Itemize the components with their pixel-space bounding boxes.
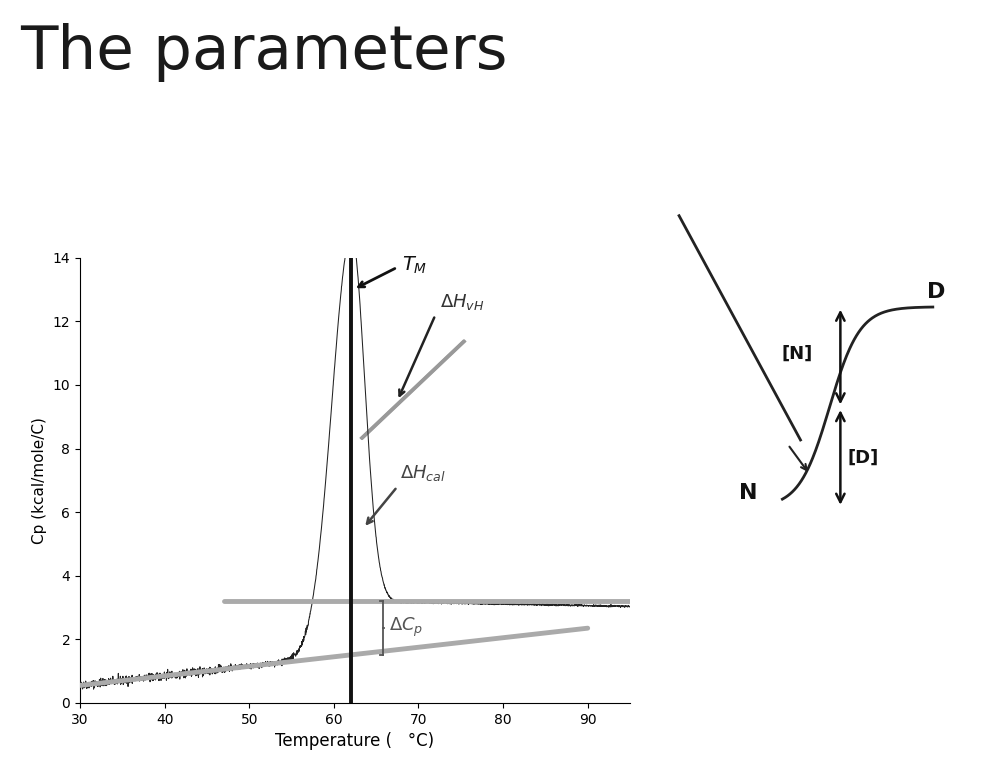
Text: $\Delta H_{cal}$: $\Delta H_{cal}$ — [400, 463, 446, 483]
Text: The parameters: The parameters — [20, 23, 508, 83]
Text: $\Delta H_{vH}$: $\Delta H_{vH}$ — [440, 292, 484, 312]
Y-axis label: Cp (kcal/mole/C): Cp (kcal/mole/C) — [32, 417, 47, 544]
Text: N: N — [739, 483, 757, 503]
Text: D: D — [927, 282, 946, 302]
Text: $\Delta C_p$: $\Delta C_p$ — [389, 616, 423, 640]
Text: [D]: [D] — [848, 448, 879, 466]
X-axis label: Temperature (   °C): Temperature ( °C) — [275, 732, 435, 751]
Text: [N]: [N] — [782, 344, 813, 362]
Text: $T_M$: $T_M$ — [402, 255, 427, 276]
